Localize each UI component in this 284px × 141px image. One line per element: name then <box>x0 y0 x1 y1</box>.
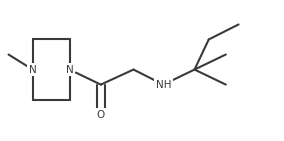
Text: NH: NH <box>156 80 171 90</box>
Text: N: N <box>66 65 74 75</box>
Text: O: O <box>97 110 105 120</box>
Text: N: N <box>29 65 37 75</box>
